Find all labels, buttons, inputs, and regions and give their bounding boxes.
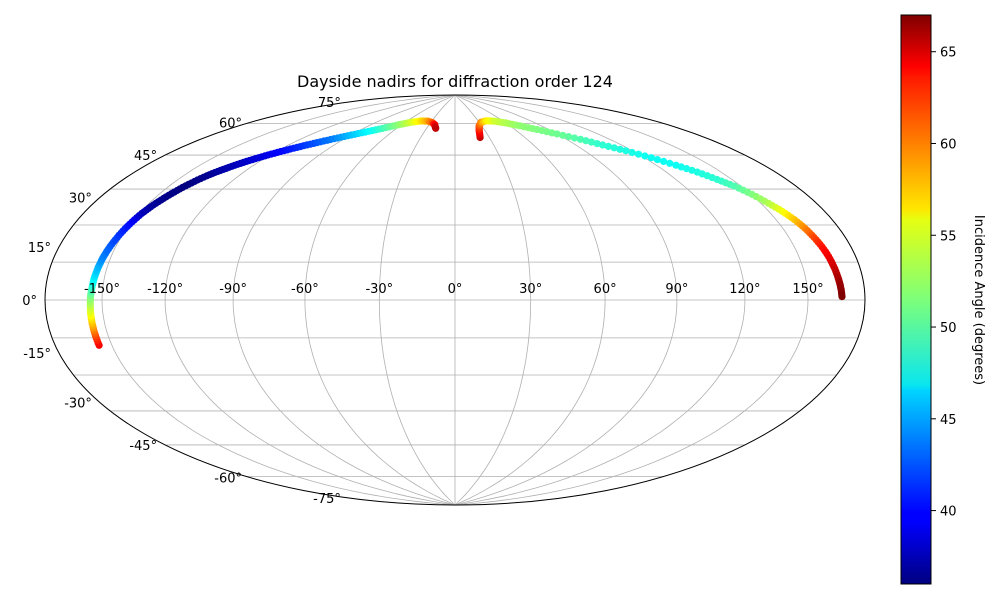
x-tick-label: 0° (448, 282, 463, 297)
data-point (660, 157, 668, 165)
data-point (576, 135, 585, 143)
x-tick-label: -150° (84, 282, 120, 297)
colorbar: 40 45 50 55 60 65 Incidence Angle (degrees) (900, 14, 986, 585)
data-point (565, 133, 573, 141)
x-tick-label: -90° (219, 282, 247, 297)
data-point (593, 140, 601, 148)
data-point (599, 141, 607, 149)
colorbar-tick-label: 55 (940, 229, 957, 244)
x-tick-labels: -150° -120° -90° -60° -30° 0° 30° 60° 90° 120° 150… (84, 282, 824, 297)
colorbar-ticks: 40 45 50 55 60 65 (931, 46, 957, 520)
data-point (666, 159, 674, 167)
data-point (587, 138, 596, 146)
y-tick-labels: 75° 60° 45° 30° 15° 0° -15° -30° -45° -60° -75° (22, 96, 341, 507)
data-point (559, 131, 567, 139)
data-point (622, 147, 630, 155)
map-boundary (44, 94, 866, 506)
colorbar-label: Incidence Angle (degrees) (971, 215, 986, 385)
y-tick-label: 0° (22, 294, 37, 309)
colorbar-gradient (900, 14, 932, 585)
x-tick-label: 150° (792, 282, 823, 297)
y-tick-label: 60° (219, 116, 242, 131)
data-point (582, 137, 590, 145)
data-point (647, 154, 655, 162)
colorbar-tick-label: 40 (940, 505, 957, 520)
data-point (677, 163, 685, 171)
data-point (838, 293, 846, 301)
colorbar-tick-label: 50 (940, 321, 957, 336)
y-tick-label: -15° (23, 347, 51, 362)
x-tick-label: 90° (665, 282, 688, 297)
x-tick-label: 120° (729, 282, 760, 297)
colorbar-tick-label: 65 (940, 46, 957, 61)
x-tick-label: -120° (147, 282, 183, 297)
chart-title: Dayside nadirs for diffraction order 124 (297, 72, 613, 91)
data-point (570, 134, 579, 142)
x-tick-label: -30° (365, 282, 393, 297)
scatter-points (86, 117, 846, 349)
x-tick-label: -60° (291, 282, 319, 297)
y-tick-label: -60° (214, 472, 242, 487)
data-point (610, 144, 618, 152)
data-point (604, 142, 613, 150)
y-tick-label: -30° (64, 397, 92, 412)
y-tick-label: 30° (69, 192, 92, 207)
data-point (634, 150, 643, 158)
data-point (628, 148, 636, 157)
x-tick-label: 30° (519, 282, 542, 297)
y-tick-label: 45° (134, 149, 157, 164)
y-tick-label: 75° (318, 96, 341, 111)
y-tick-label: 15° (28, 241, 51, 256)
x-tick-label: 60° (594, 282, 617, 297)
data-point (432, 124, 440, 132)
data-point (553, 130, 561, 138)
colorbar-tick-label: 60 (940, 137, 957, 152)
y-tick-label: -75° (313, 492, 341, 507)
data-point (616, 145, 624, 153)
colorbar-tick-label: 45 (940, 413, 957, 428)
data-point (641, 152, 649, 160)
data-point (653, 156, 662, 164)
y-tick-label: -45° (129, 439, 157, 454)
